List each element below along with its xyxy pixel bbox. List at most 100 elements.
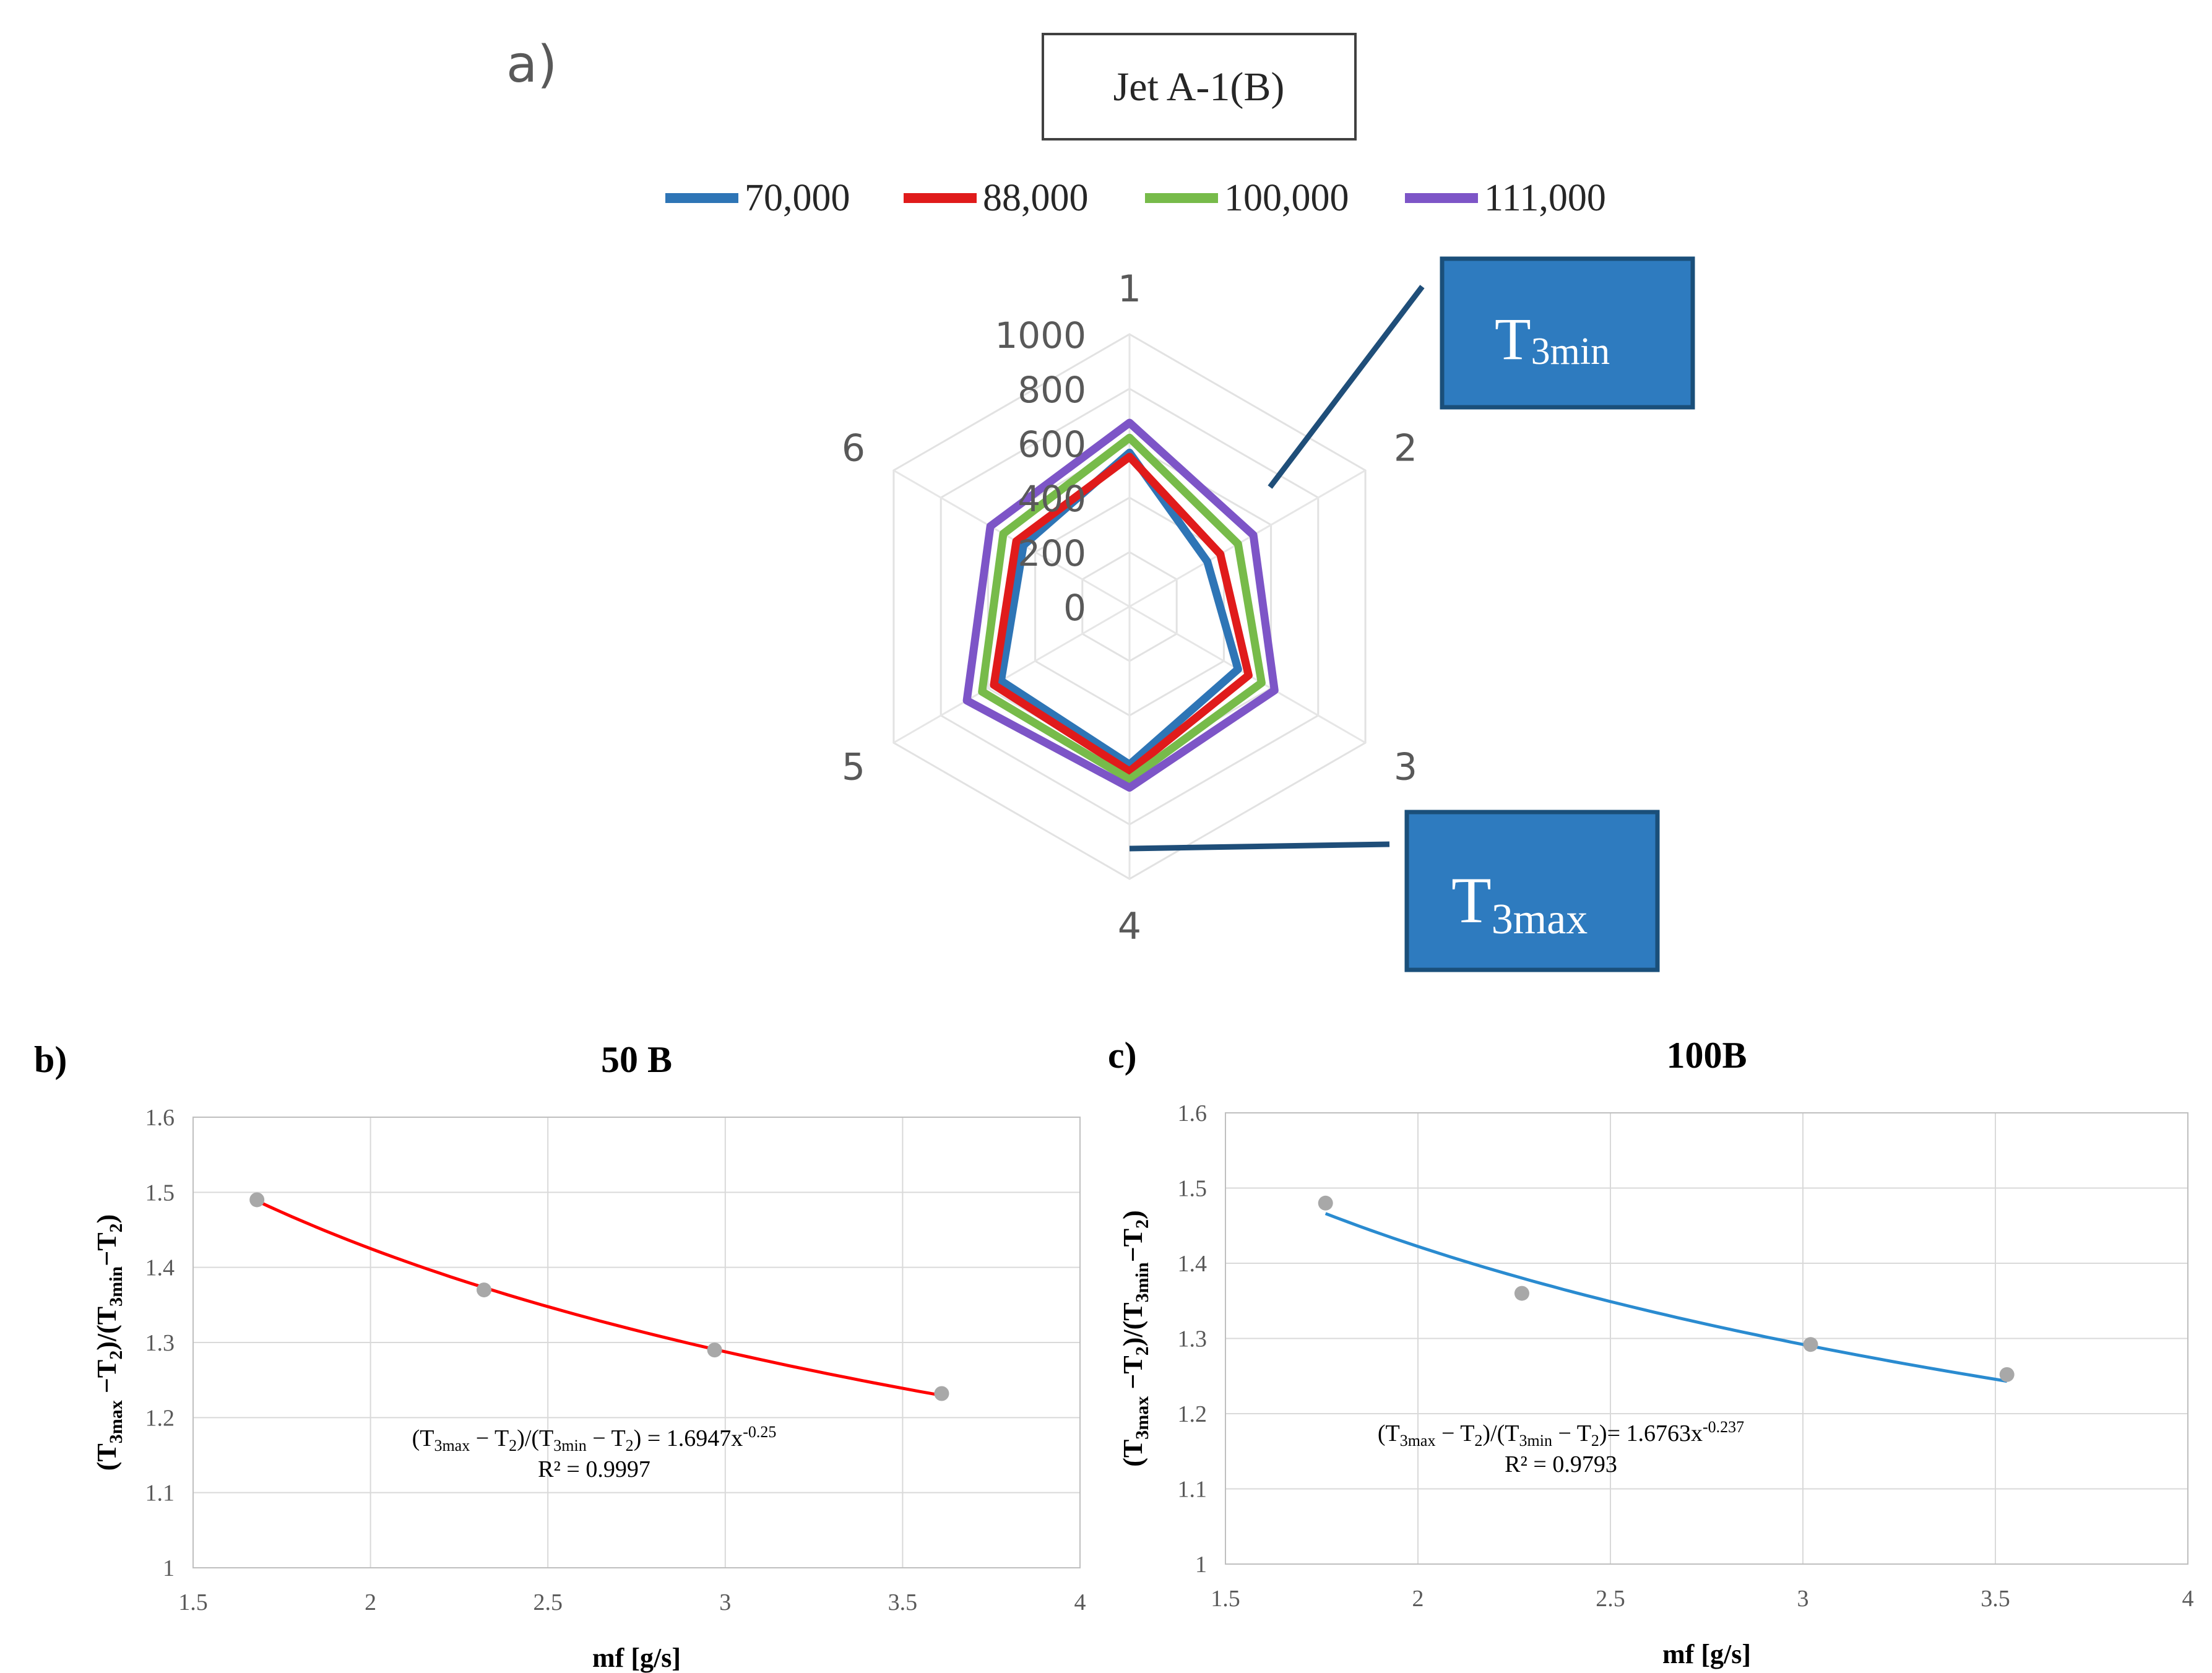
trendline-equation: (T3max − T2)/(T3min − T2) = 1.6947x-0.25 (412, 1423, 777, 1455)
y-axis-label-part: )/(T (92, 1307, 122, 1351)
y-tick-label: 1 (163, 1555, 175, 1581)
data-point (1514, 1286, 1529, 1301)
callout-max-leader (1129, 841, 1390, 852)
callout-min-box (1440, 256, 1695, 410)
y-tick-label: 1.4 (1178, 1251, 1208, 1277)
equation-part: − T (1552, 1420, 1591, 1446)
radar-tick-label: 1000 (995, 314, 1086, 357)
radar-axis-label: 4 (1118, 905, 1141, 948)
y-tick-label: 1 (1195, 1552, 1207, 1578)
y-axis-label-part: ) (92, 1214, 122, 1224)
y-tick-label: 1.3 (145, 1330, 175, 1356)
x-tick-label: 4 (1074, 1589, 1086, 1615)
plot-area (1225, 1112, 2188, 1565)
chart-title: 50 B (601, 1039, 672, 1080)
trendline-equation: (T3max − T2)/(T3min − T2)= 1.6763x-0.237 (1378, 1418, 1744, 1450)
y-axis-label-part: 2 (1132, 1219, 1152, 1229)
equation-part: 3max (1400, 1432, 1436, 1450)
callout-max-box (1404, 810, 1660, 972)
legend-label: 111,000 (1484, 177, 1606, 219)
y-tick-label: 1.6 (1178, 1100, 1208, 1126)
chart-title: 100B (1666, 1035, 1747, 1076)
callout-min-label: T3min (1495, 306, 1610, 373)
x-tick-label: 2.5 (1596, 1586, 1625, 1612)
radar-legend: 70,000 88,000 100,000 111,000 (665, 177, 1606, 219)
equation-part: -0.237 (1703, 1418, 1744, 1436)
equation-part: (T (1378, 1420, 1400, 1446)
x-tick-label: 3 (719, 1589, 731, 1615)
y-axis-label-part: ) (1118, 1210, 1148, 1219)
radar-tick-label: 800 (1017, 369, 1086, 411)
y-axis-label-part: −T (1118, 1355, 1148, 1396)
radar-tick-label: 600 (1017, 423, 1086, 465)
y-axis-label-part: (T (1118, 1440, 1148, 1467)
data-point (1999, 1367, 2015, 1382)
plot-area (192, 1117, 1081, 1568)
trendline-r2: R² = 0.9793 (1505, 1451, 1617, 1477)
radar-series-111000 (962, 418, 1279, 792)
radar-tick-labels: 0 200 400 600 800 1000 (995, 314, 1086, 629)
data-point (477, 1282, 492, 1298)
equation-part: 2 (1591, 1432, 1599, 1450)
radar-spoke (1129, 469, 1366, 608)
radar-spoke (893, 469, 1130, 608)
equation-part: 2 (509, 1437, 517, 1455)
y-axis-label-part: (T (92, 1443, 122, 1471)
y-axis-label-part: 3max (1132, 1396, 1152, 1440)
radar-axis-label: 5 (842, 746, 865, 789)
radar-axis-label: 2 (1394, 427, 1417, 470)
x-tick-label: 3.5 (888, 1589, 918, 1615)
x-tick-label: 4 (2182, 1586, 2194, 1612)
radar-series-group (962, 418, 1279, 792)
x-tick-label: 3.5 (1981, 1586, 2010, 1612)
equation-part: )= 1.6763x (1599, 1420, 1703, 1446)
equation-part: ) = 1.6947x (634, 1425, 743, 1451)
y-axis-label-part: 3min (106, 1266, 126, 1307)
x-tick-label: 3 (1797, 1586, 1809, 1612)
panel-c-label: c) (1108, 1035, 1137, 1076)
y-axis-label-part: −T (1118, 1229, 1148, 1262)
x-axis-label: mf [g/s] (1662, 1639, 1751, 1669)
y-tick-label: 1.2 (145, 1405, 175, 1431)
equation-part: 3min (1519, 1432, 1552, 1450)
radar-axis-labels: 1 2 3 4 5 6 (842, 267, 1417, 948)
radar-axis-label: 3 (1394, 746, 1417, 789)
equation-part: 2 (626, 1437, 634, 1455)
data-point (934, 1386, 949, 1401)
legend-label: 100,000 (1224, 177, 1349, 219)
radar-axis-label: 6 (842, 427, 865, 470)
x-tick-label: 2.5 (533, 1589, 563, 1615)
radar-series-100000 (978, 433, 1266, 784)
radar-title-box (1042, 33, 1357, 140)
x-tick-label: 2 (1412, 1586, 1424, 1612)
radar-spoke (893, 605, 1130, 744)
y-tick-label: 1.6 (145, 1105, 175, 1131)
x-tick-label: 1.5 (178, 1589, 208, 1615)
trendline (1324, 1212, 2008, 1383)
radar-axis-label: 1 (1118, 267, 1141, 311)
equation-part: − T (470, 1425, 509, 1451)
trendline-r2: R² = 0.9997 (538, 1456, 650, 1482)
panel-b-label: b) (34, 1039, 67, 1080)
y-tick-label: 1.5 (1178, 1176, 1208, 1202)
callout-min-base: T (1495, 306, 1531, 372)
y-axis-label-part: 3max (106, 1400, 126, 1443)
y-axis-label-part: 3min (1132, 1262, 1152, 1302)
radar-grid (892, 333, 1367, 880)
y-tick-label: 1.4 (145, 1255, 175, 1281)
y-tick-label: 1.1 (1178, 1477, 1208, 1503)
equation-part: − T (587, 1425, 626, 1451)
equation-part: -0.25 (743, 1423, 776, 1441)
chart-c: 1.5 2 2.5 3 3.5 4 1 1.1 1.2 1.3 1.4 1.5 1.6 100B mf [g… (1118, 1035, 2194, 1669)
equation-part: (T (412, 1425, 434, 1451)
data-point (707, 1342, 722, 1358)
y-axis-label: (T3max −T2)/(T3min−T2) (1118, 1210, 1152, 1466)
callout-max-sub: 3max (1492, 896, 1588, 943)
y-tick-label: 1.1 (145, 1481, 175, 1507)
trendline (256, 1199, 942, 1398)
panel-a-label: a) (506, 35, 557, 94)
equation-part: 2 (1474, 1432, 1482, 1450)
callout-max-base: T (1451, 864, 1492, 936)
